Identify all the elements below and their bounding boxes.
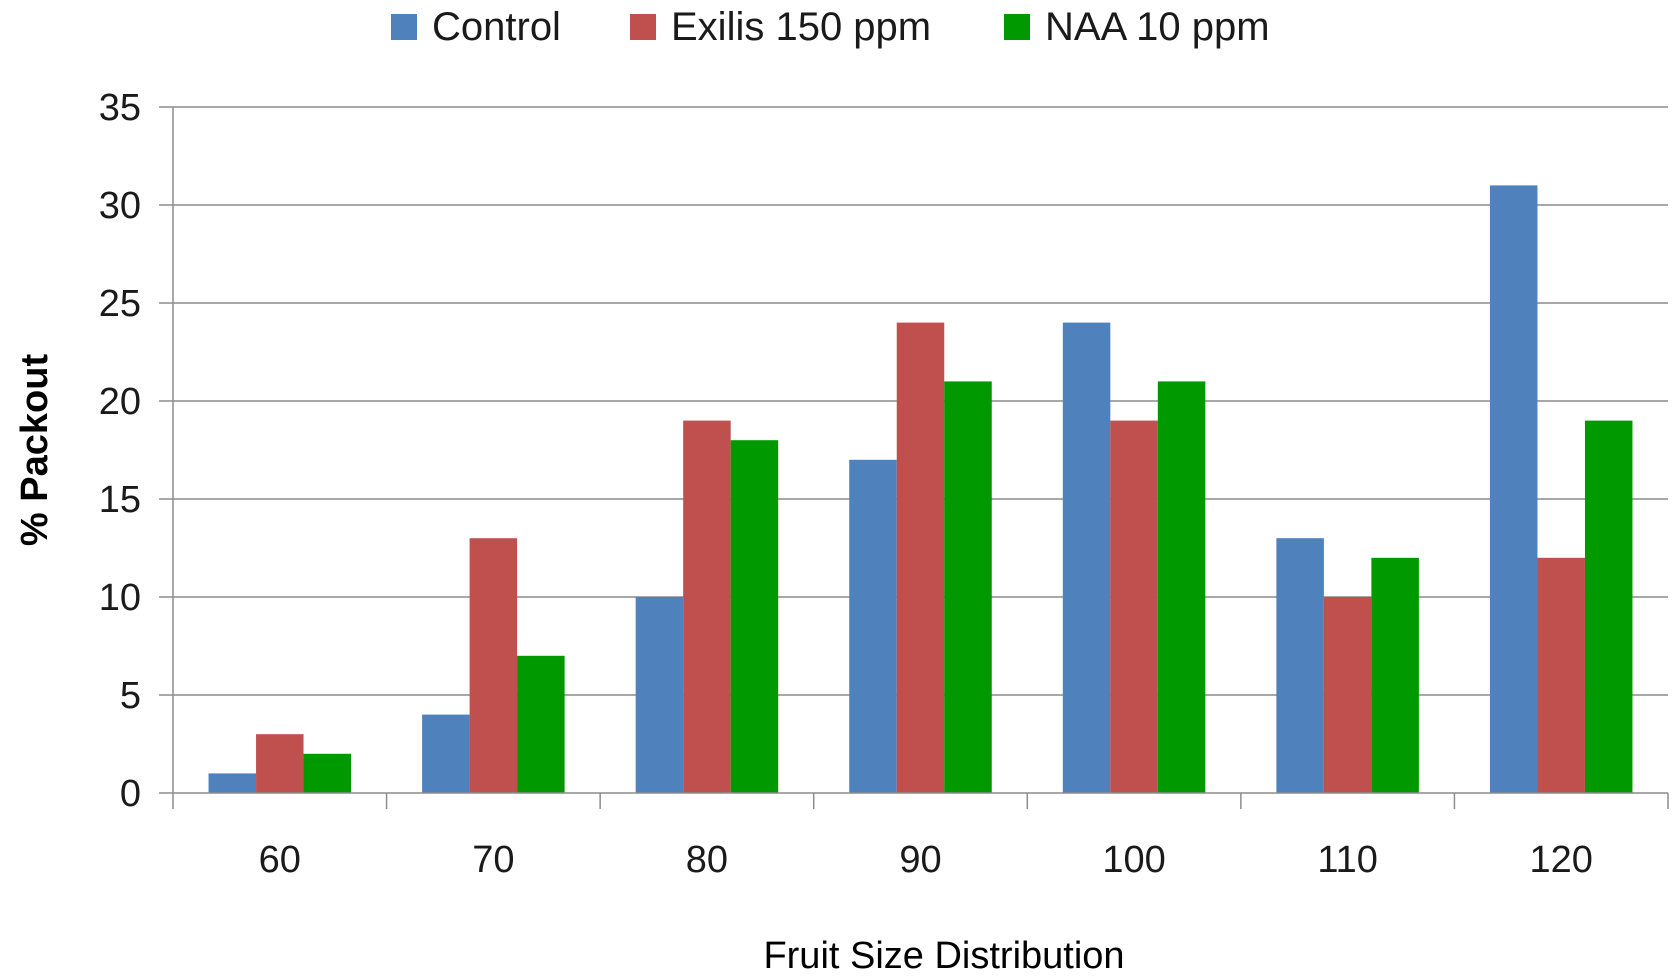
bar-control-90 — [849, 459, 897, 793]
y-tick-label: 30 — [99, 185, 141, 227]
x-tick-label: 100 — [1102, 839, 1165, 881]
bar-exilis-150-ppm-70 — [469, 538, 518, 793]
bar-exilis-150-ppm-80 — [683, 420, 731, 793]
bar-control-100 — [1062, 322, 1111, 793]
legend-item-exilis-150-ppm: Exilis 150 ppm — [630, 5, 931, 49]
y-tick-label: 0 — [120, 773, 141, 815]
x-tick-label: 60 — [259, 839, 301, 881]
bar-control-60 — [208, 773, 257, 793]
y-tick-label: 25 — [99, 283, 141, 325]
bar-control-70 — [422, 714, 470, 793]
legend-item-control: Control — [391, 5, 561, 49]
axes — [159, 106, 1669, 809]
y-axis-title: % Packout — [14, 354, 56, 547]
bar-exilis-150-ppm-100 — [1110, 420, 1158, 793]
bar-exilis-150-ppm-60 — [256, 734, 304, 793]
x-tick-label: 90 — [899, 839, 941, 881]
tick-labels: 0 5 10 15 20 25 30 35 60 70 80 90 100 110 120 — [99, 87, 1593, 881]
y-tick-label: 35 — [99, 87, 141, 129]
legend-label: Control — [432, 5, 561, 49]
y-tick-label: 5 — [120, 675, 141, 717]
bar-exilis-150-ppm-90 — [896, 322, 945, 793]
legend-item-naa-10-ppm: NAA 10 ppm — [1004, 5, 1270, 49]
bar-naa-10-ppm-70 — [517, 655, 565, 793]
x-tick-label: 110 — [1317, 839, 1378, 881]
bar-naa-10-ppm-60 — [303, 753, 352, 793]
x-tick-label: 120 — [1530, 839, 1593, 881]
legend-swatch — [1004, 14, 1030, 40]
bar-naa-10-ppm-120 — [1584, 420, 1633, 793]
legend: Control Exilis 150 ppm NAA 10 ppm — [391, 5, 1270, 49]
bar-naa-10-ppm-100 — [1157, 381, 1206, 793]
x-tick-label: 70 — [472, 839, 514, 881]
bar-control-80 — [635, 597, 684, 793]
bars — [208, 185, 1633, 793]
legend-label: NAA 10 ppm — [1045, 5, 1270, 49]
bar-exilis-150-ppm-120 — [1537, 557, 1585, 793]
bar-control-120 — [1489, 185, 1538, 793]
bar-naa-10-ppm-90 — [944, 381, 992, 793]
x-tick-label: 80 — [686, 839, 728, 881]
y-tick-label: 20 — [99, 381, 141, 423]
legend-label: Exilis 150 ppm — [671, 5, 931, 49]
y-tick-label: 15 — [99, 479, 141, 521]
x-axis-title: Fruit Size Distribution — [763, 935, 1124, 976]
legend-swatch — [391, 14, 417, 40]
legend-swatch — [630, 14, 656, 40]
bar-naa-10-ppm-110 — [1371, 557, 1419, 793]
bar-exilis-150-ppm-110 — [1323, 597, 1372, 793]
y-tick-label: 10 — [99, 577, 141, 619]
bar-control-110 — [1276, 538, 1324, 793]
bar-naa-10-ppm-80 — [730, 440, 779, 793]
